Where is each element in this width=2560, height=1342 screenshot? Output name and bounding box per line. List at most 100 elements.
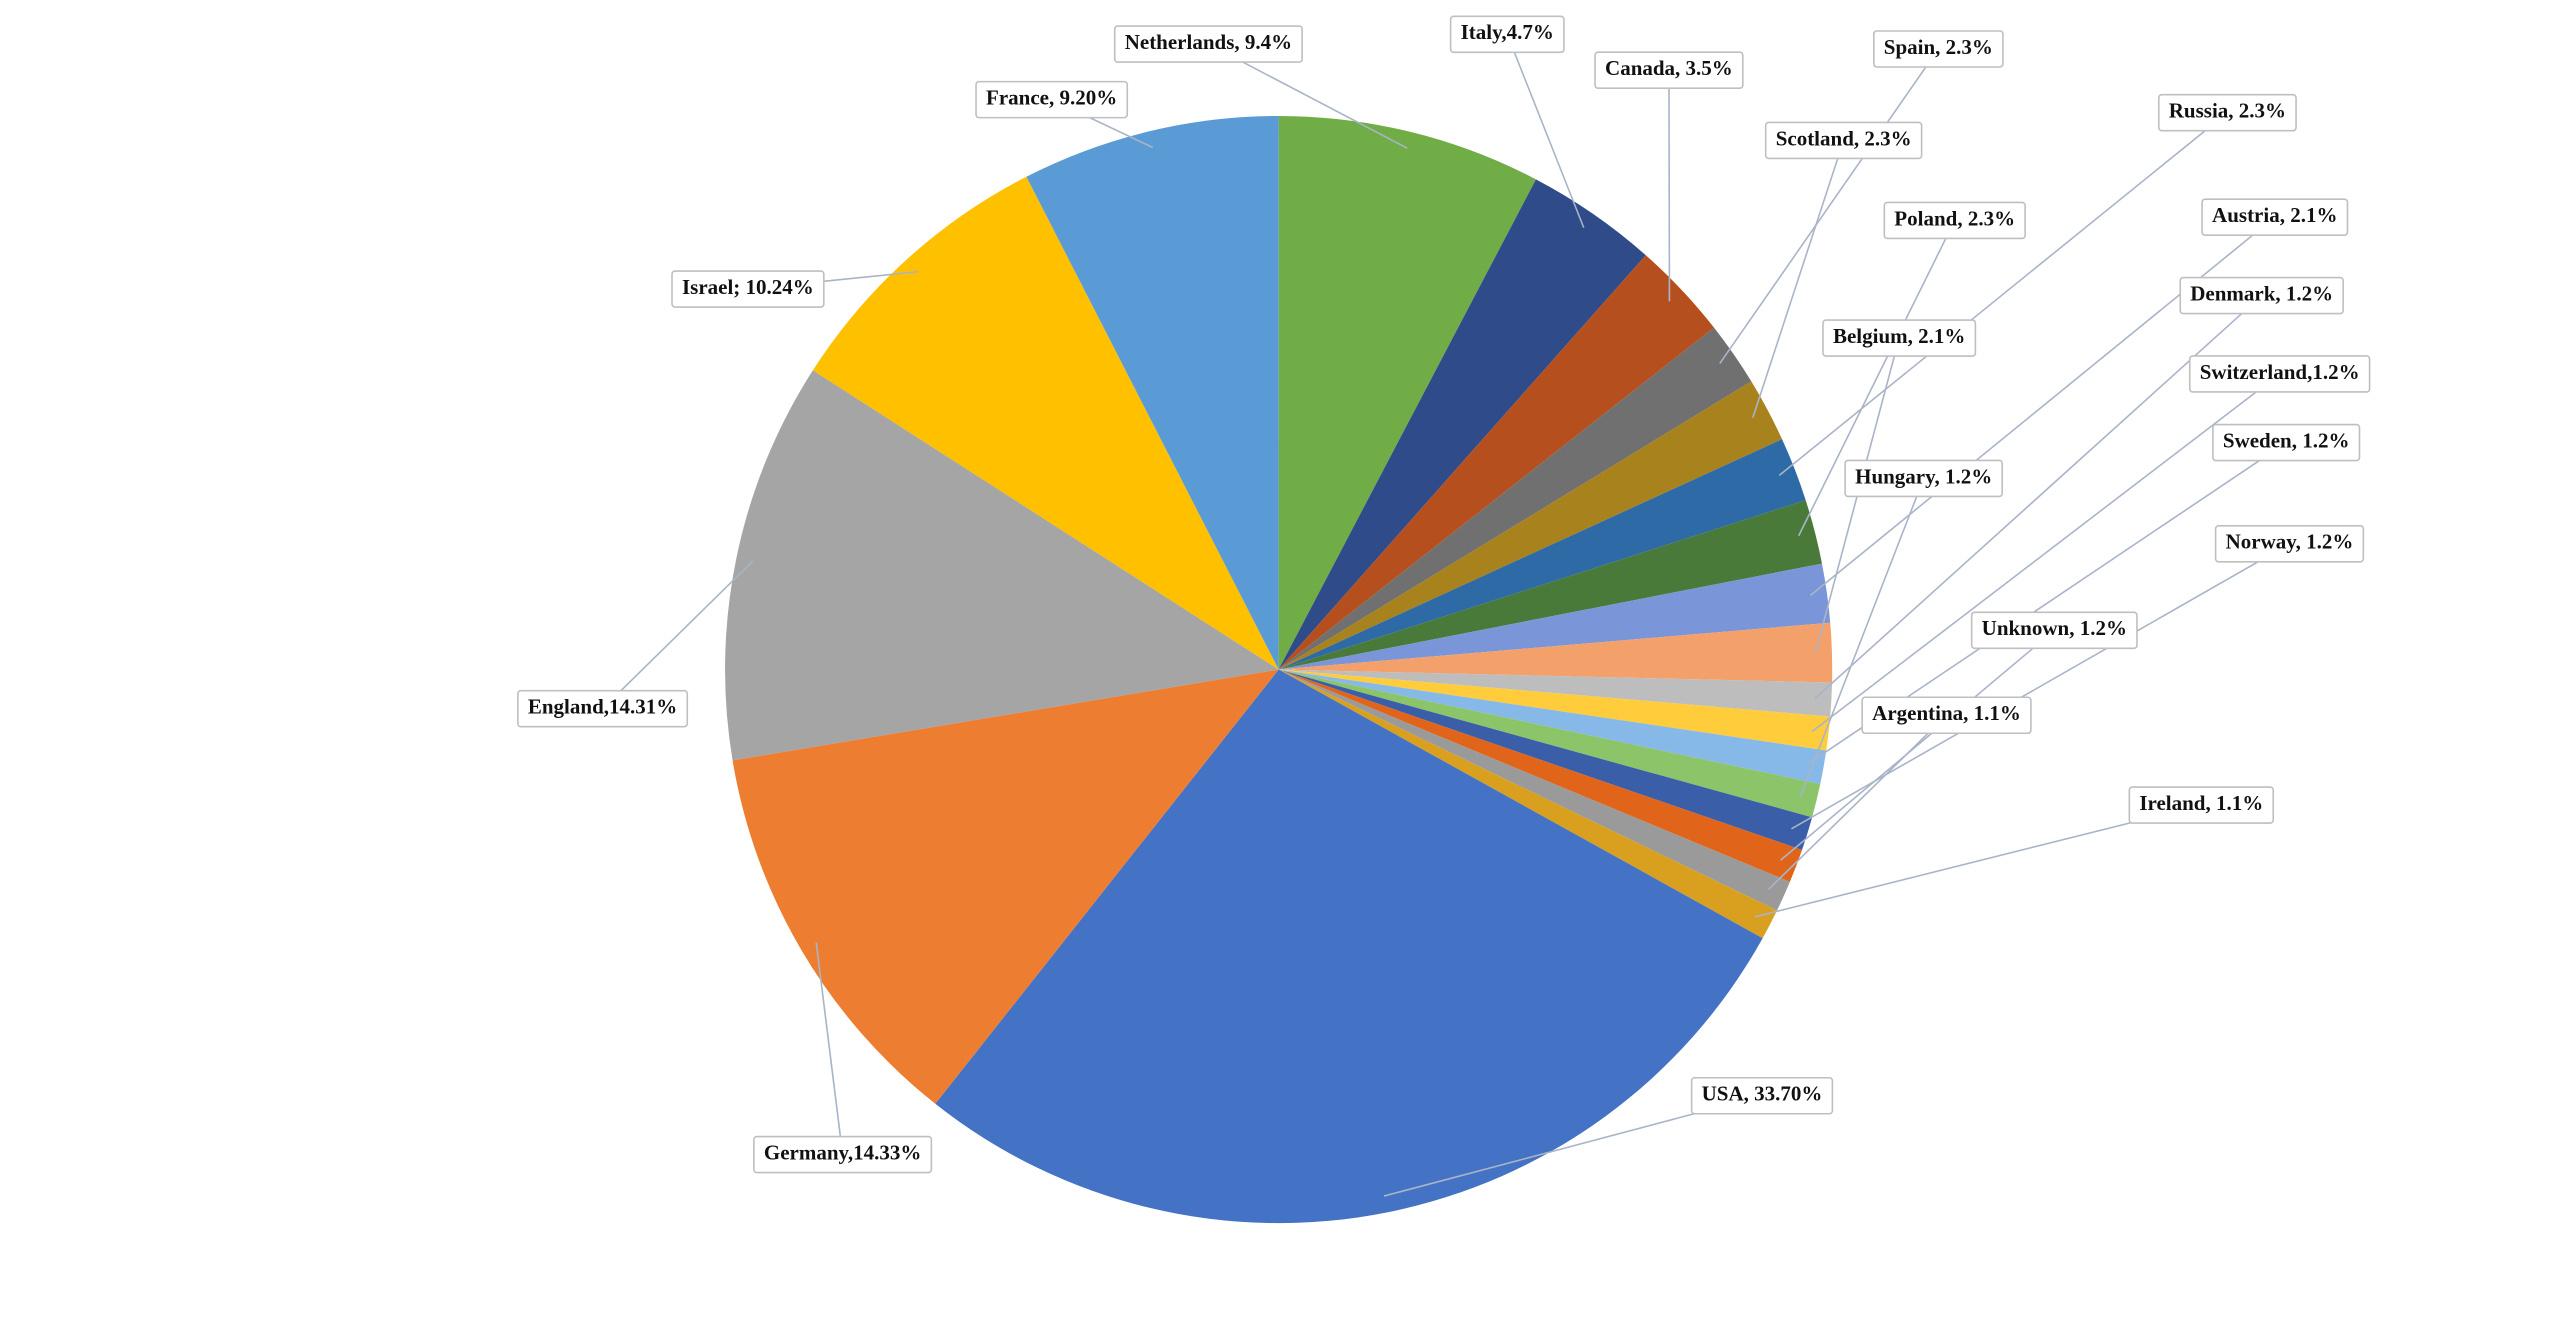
data-label: Scotland, 2.3% — [1776, 126, 1912, 150]
data-label-box — [975, 80, 1129, 119]
leader-line — [1809, 216, 2276, 596]
data-label: Sweden, 1.2% — [2223, 428, 2350, 452]
data-label-group: Spain, 2.3% — [1873, 30, 2004, 68]
data-label-group: USA, 33.70% — [1690, 1076, 1834, 1115]
data-label-group: Scotland, 2.3% — [1764, 121, 1923, 160]
data-label-group: England,14.31% — [517, 689, 689, 728]
data-label: Spain, 2.3% — [1884, 35, 1993, 59]
slices — [725, 115, 1833, 1224]
data-label-group: Argentina, 1.1% — [1861, 696, 2032, 735]
data-label: Poland, 2.3% — [1894, 206, 2015, 230]
slice — [1278, 179, 1646, 670]
slice — [1026, 115, 1279, 670]
leader-line — [1791, 543, 2290, 830]
slice — [1278, 669, 1821, 818]
data-label-box — [753, 1135, 933, 1174]
data-label-box — [2188, 355, 2371, 393]
data-label: Canada, 3.5% — [1605, 56, 1733, 80]
data-label: Germany,14.33% — [764, 1140, 922, 1164]
data-label: Russia, 2.3% — [2169, 98, 2286, 122]
data-label: Denmark, 1.2% — [2190, 281, 2333, 305]
labels: Netherlands, 9.4% Italy,4.7% Canada, 3.5% S… — [517, 15, 2371, 1174]
data-label-group: Sweden, 1.2% — [2212, 423, 2361, 462]
data-label-group: Germany,14.33% — [753, 1135, 933, 1174]
data-label-box — [2201, 198, 2349, 236]
data-label: Ireland, 1.1% — [2139, 791, 2263, 815]
slice — [935, 669, 1763, 1224]
leader-line — [1799, 478, 1925, 798]
data-label-box — [671, 270, 825, 308]
leader-line — [1719, 48, 1940, 364]
data-label: Hungary, 1.2% — [1855, 464, 1992, 488]
data-label-box — [2214, 524, 2365, 563]
data-label-box — [1844, 459, 2004, 498]
data-label-group: Norway, 1.2% — [2214, 524, 2365, 563]
leader-line — [1668, 70, 1671, 302]
leader-line — [602, 560, 754, 710]
slice — [1278, 439, 1806, 670]
data-label-box — [1764, 121, 1923, 160]
data-label-box — [1970, 611, 2138, 650]
leader-line — [1755, 804, 2202, 918]
data-label-box — [2179, 276, 2344, 315]
data-label: Israel; 10.24% — [682, 275, 814, 299]
data-label: Switzerland,1.2% — [2200, 360, 2360, 384]
slice — [1278, 669, 1827, 785]
data-label-group: Austria, 2.1% — [2201, 198, 2349, 236]
data-label-box — [2157, 93, 2297, 132]
slice — [1278, 327, 1752, 670]
slice — [1278, 669, 1803, 882]
data-label: England,14.31% — [528, 695, 677, 719]
slice — [1278, 622, 1833, 683]
data-label-group: Unknown, 1.2% — [1970, 611, 2138, 650]
data-label-group: Hungary, 1.2% — [1844, 459, 2004, 498]
data-label-group: Denmark, 1.2% — [2179, 276, 2344, 315]
data-label-group: Israel; 10.24% — [671, 270, 825, 308]
data-label-box — [1690, 1076, 1834, 1115]
leader-line — [1752, 140, 1845, 418]
slice — [725, 370, 1279, 761]
data-label-box — [2212, 423, 2361, 462]
slice — [1278, 669, 1833, 717]
slice — [812, 176, 1279, 670]
leader-line — [1506, 33, 1585, 228]
data-label-group: Switzerland,1.2% — [2188, 355, 2371, 393]
data-label: Netherlands, 9.4% — [1125, 30, 1292, 54]
leader-line — [1814, 294, 2263, 700]
slice — [1278, 115, 1536, 670]
data-label: Austria, 2.1% — [2212, 203, 2337, 227]
leader-line — [1780, 629, 2055, 861]
data-label: Italy,4.7% — [1461, 20, 1554, 44]
data-label-box — [517, 689, 689, 728]
data-label-box — [1822, 319, 1977, 357]
slice — [1278, 669, 1790, 911]
data-label-box — [1449, 15, 1565, 54]
data-label-group: Poland, 2.3% — [1883, 201, 2026, 240]
slice — [1278, 669, 1778, 939]
data-label-group: France, 9.20% — [975, 80, 1129, 119]
data-label-box — [1883, 201, 2026, 240]
leader-line — [1778, 112, 2228, 476]
data-label-box — [1594, 51, 1744, 90]
data-label-box — [1861, 696, 2032, 735]
slice — [1278, 669, 1831, 751]
data-label: Norway, 1.2% — [2226, 530, 2354, 554]
leader-line — [1811, 373, 2281, 733]
slice — [732, 669, 1279, 1104]
data-label-box — [1873, 30, 2004, 68]
data-label: France, 9.20% — [986, 85, 1117, 109]
slice — [1278, 255, 1715, 670]
leader-line — [1797, 220, 1956, 537]
leader-line — [1767, 714, 1948, 891]
leader-line — [815, 942, 844, 1155]
slice — [1278, 500, 1822, 670]
data-label: Unknown, 1.2% — [1982, 616, 2127, 640]
data-label: USA, 33.70% — [1702, 1082, 1823, 1106]
data-label-group: Ireland, 1.1% — [2128, 786, 2275, 824]
data-label-group: Belgium, 2.1% — [1822, 319, 1977, 357]
data-label-box — [2128, 786, 2275, 824]
data-label: Argentina, 1.1% — [1872, 701, 2021, 725]
data-label: Belgium, 2.1% — [1833, 324, 1965, 348]
data-label-group: Russia, 2.3% — [2157, 93, 2297, 132]
